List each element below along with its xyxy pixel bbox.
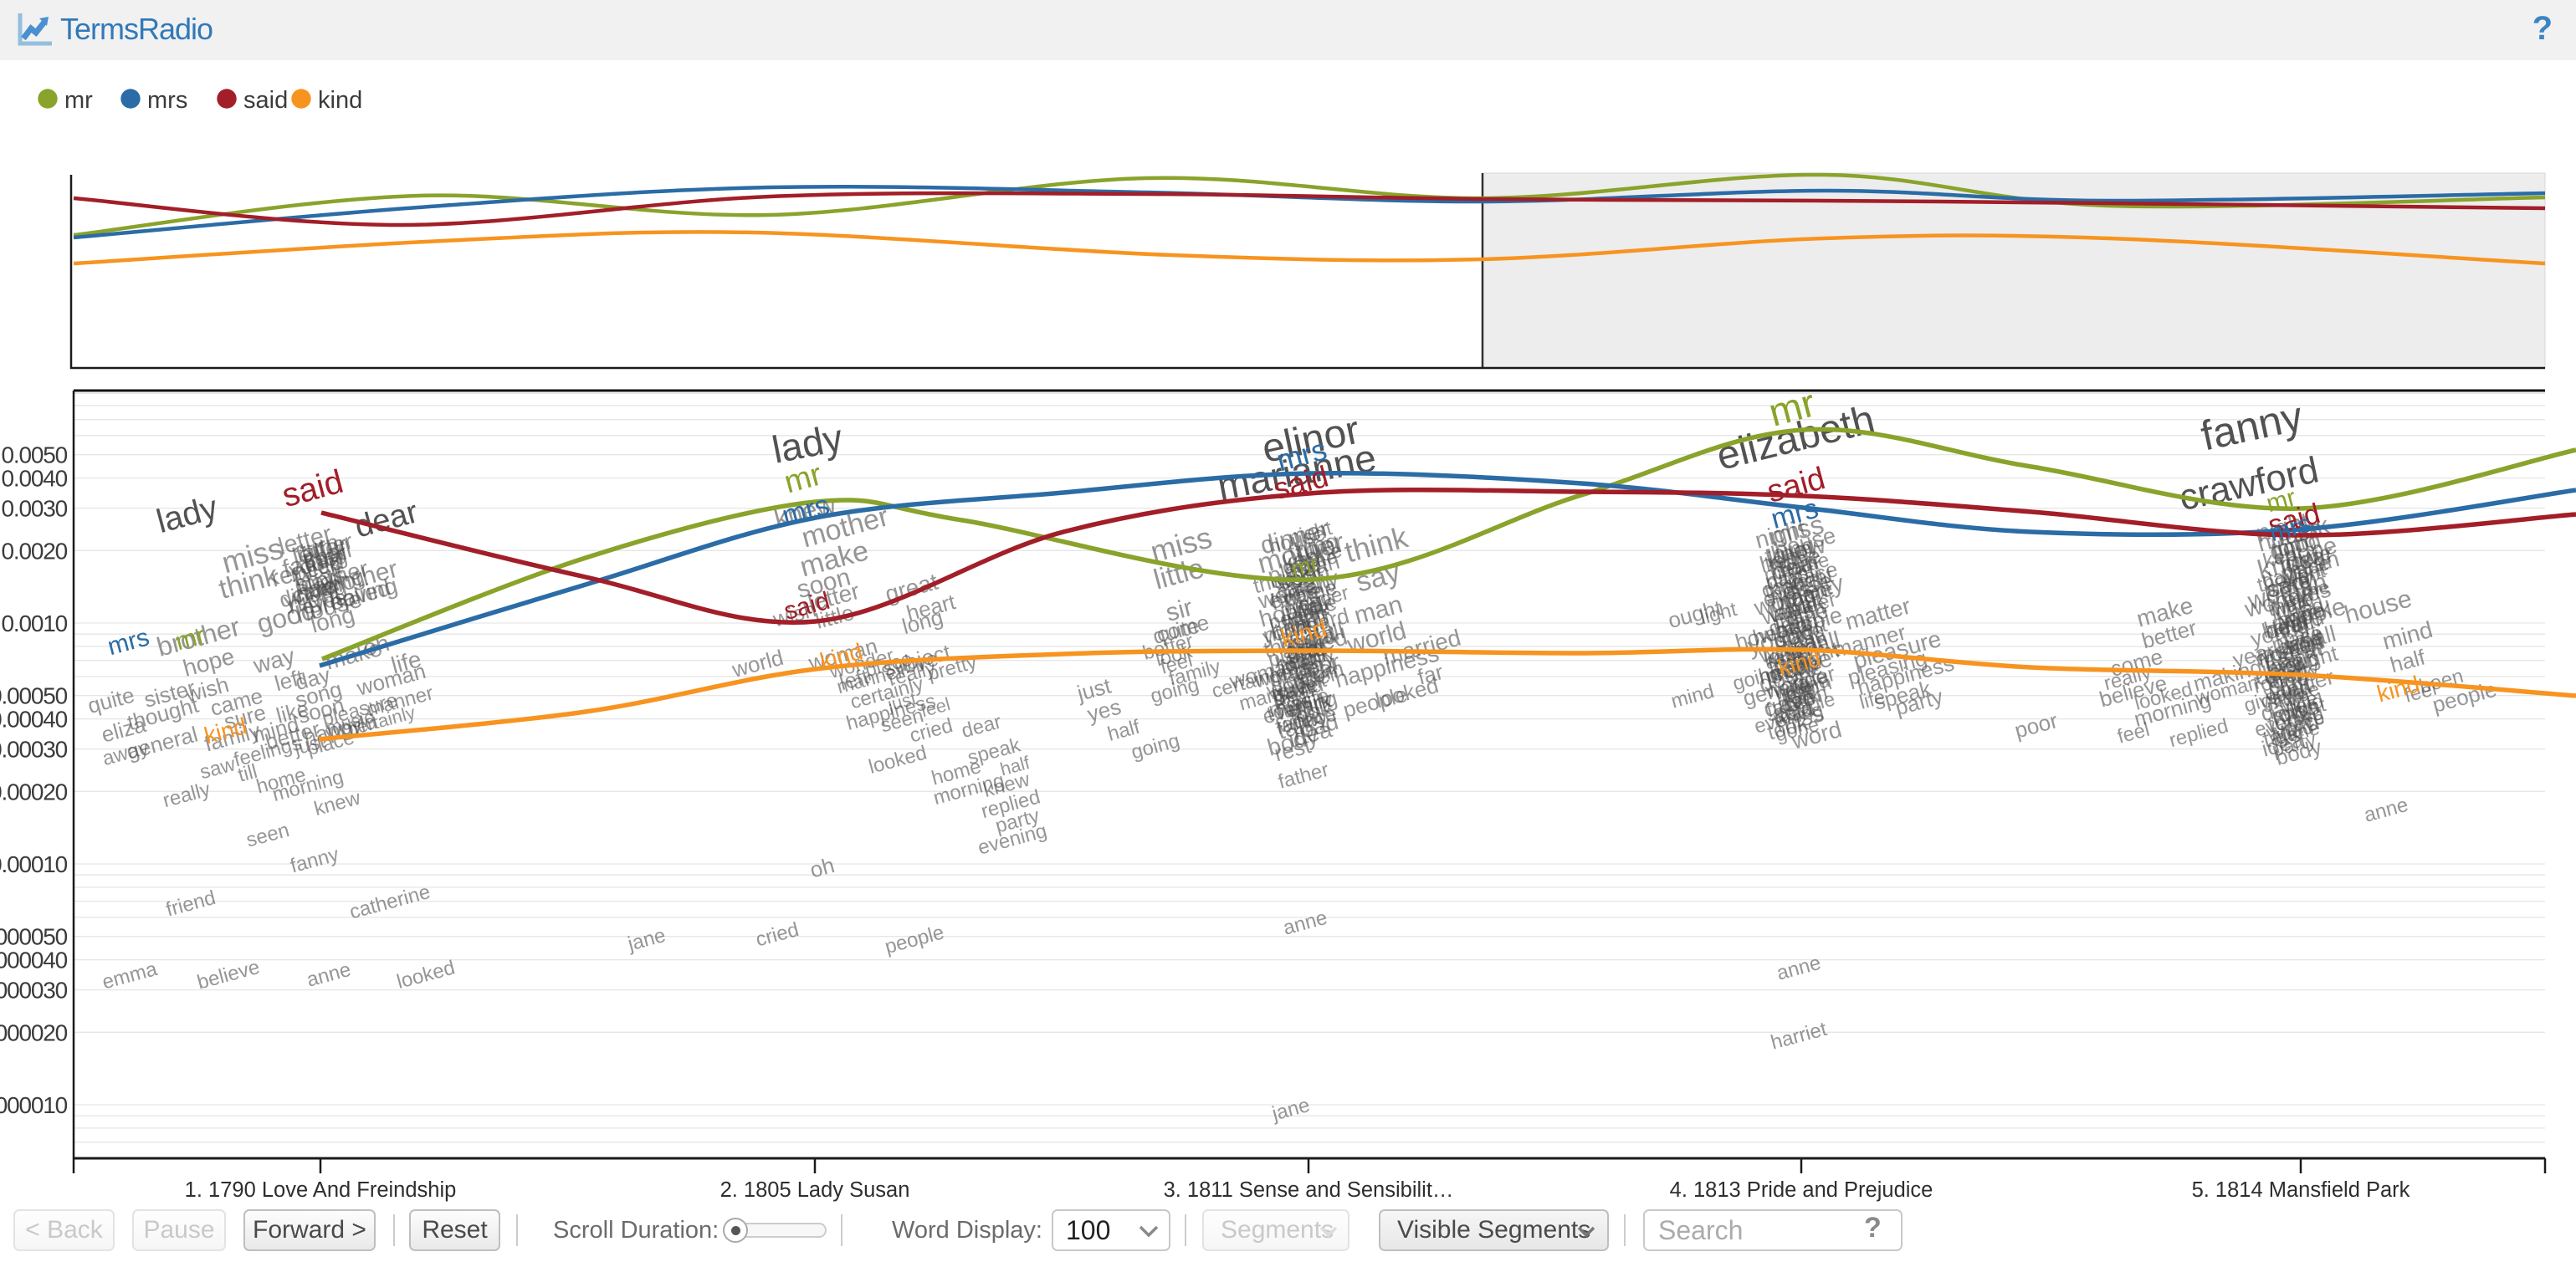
svg-text:1. 1790 Love And Freindship: 1. 1790 Love And Freindship xyxy=(185,1178,457,1202)
svg-text:4. 1813 Pride and Prejudice: 4. 1813 Pride and Prejudice xyxy=(1670,1178,1933,1202)
svg-text:0.000010: 0.000010 xyxy=(0,1092,68,1118)
svg-text:3. 1811 Sense and Sensibilit…: 3. 1811 Sense and Sensibilit… xyxy=(1164,1178,1454,1202)
svg-text:anne: anne xyxy=(1775,952,1824,985)
svg-text:looked: looked xyxy=(866,742,929,779)
svg-text:dear: dear xyxy=(959,710,1003,743)
svg-text:mrs: mrs xyxy=(147,87,187,114)
svg-text:believe: believe xyxy=(195,956,262,994)
svg-text:seen: seen xyxy=(243,819,291,852)
svg-text:said: said xyxy=(243,87,288,114)
svg-text:mind: mind xyxy=(1668,680,1716,713)
svg-text:anne: anne xyxy=(1281,907,1330,940)
svg-text:poor: poor xyxy=(2012,708,2061,743)
svg-text:0.000020: 0.000020 xyxy=(0,1019,68,1045)
svg-text:jane: jane xyxy=(1269,1094,1313,1126)
svg-text:kind: kind xyxy=(318,87,362,114)
svg-text:0.0010: 0.0010 xyxy=(2,611,68,636)
svg-text:2. 1805 Lady Susan: 2. 1805 Lady Susan xyxy=(720,1178,910,1202)
svg-text:0.00020: 0.00020 xyxy=(0,779,68,805)
svg-text:0.00050: 0.00050 xyxy=(0,683,68,709)
svg-text:oh: oh xyxy=(807,852,837,882)
svg-text:0.00040: 0.00040 xyxy=(0,707,68,733)
svg-text:fanny: fanny xyxy=(288,843,341,877)
svg-text:0.000030: 0.000030 xyxy=(0,978,68,1004)
svg-text:people: people xyxy=(883,921,947,958)
svg-text:0.00010: 0.00010 xyxy=(0,851,68,877)
svg-text:0.0030: 0.0030 xyxy=(2,496,68,522)
svg-text:0.00030: 0.00030 xyxy=(0,737,68,763)
svg-text:emma: emma xyxy=(100,958,160,994)
svg-text:mr: mr xyxy=(64,87,93,114)
svg-text:harriet: harriet xyxy=(1769,1018,1830,1055)
svg-text:0.000050: 0.000050 xyxy=(0,924,68,950)
svg-text:friend: friend xyxy=(164,886,218,922)
svg-text:looked: looked xyxy=(394,957,457,994)
svg-text:0.0050: 0.0050 xyxy=(2,442,68,468)
svg-text:anne: anne xyxy=(305,958,354,992)
svg-text:0.000040: 0.000040 xyxy=(0,948,68,973)
svg-text:anne: anne xyxy=(2362,794,2411,827)
svg-text:lady: lady xyxy=(152,489,221,540)
svg-text:fanny: fanny xyxy=(2197,392,2307,459)
svg-text:mrs: mrs xyxy=(105,623,152,661)
svg-text:jane: jane xyxy=(625,924,668,956)
svg-text:0.0040: 0.0040 xyxy=(2,466,68,492)
svg-text:0.0020: 0.0020 xyxy=(2,538,68,564)
svg-text:5. 1814 Mansfield Park: 5. 1814 Mansfield Park xyxy=(2192,1178,2410,1202)
svg-text:cried: cried xyxy=(753,918,801,952)
svg-text:said: said xyxy=(278,463,346,514)
svg-text:really: really xyxy=(161,778,213,812)
